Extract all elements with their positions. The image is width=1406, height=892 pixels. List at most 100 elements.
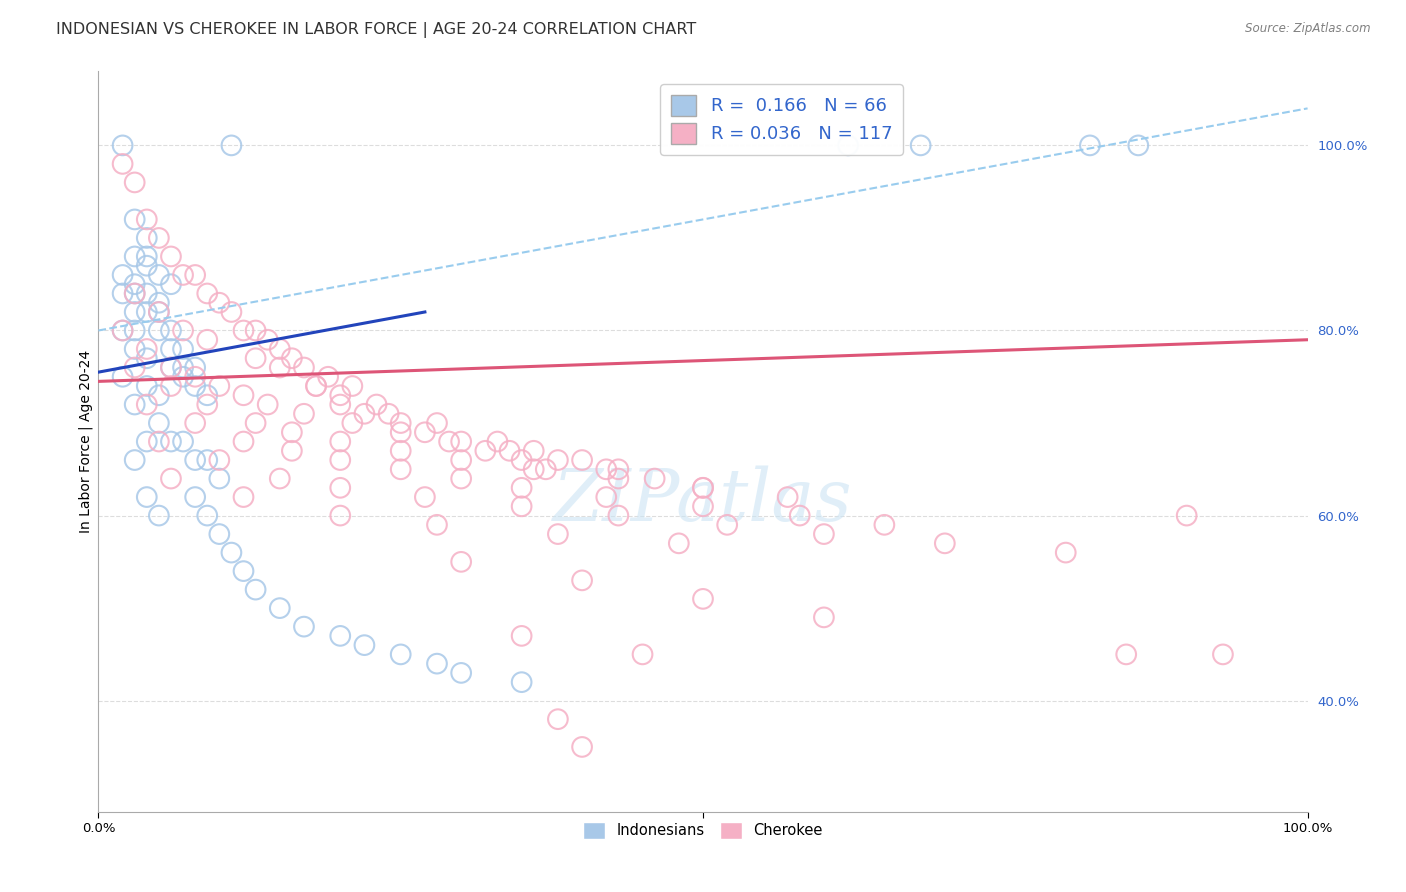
Point <box>692 500 714 514</box>
Point <box>910 138 932 153</box>
Point <box>668 536 690 550</box>
Point <box>184 490 207 504</box>
Point <box>329 398 352 412</box>
Point <box>184 360 207 375</box>
Point <box>256 398 278 412</box>
Point <box>111 369 134 384</box>
Point <box>486 434 509 449</box>
Point <box>148 305 170 319</box>
Point <box>547 712 569 726</box>
Point <box>148 388 170 402</box>
Point <box>221 138 243 153</box>
Point <box>221 305 243 319</box>
Point <box>1128 138 1150 153</box>
Point <box>124 342 146 356</box>
Point <box>329 453 352 467</box>
Point <box>124 360 146 375</box>
Point <box>124 250 146 264</box>
Point <box>232 388 254 402</box>
Point <box>135 351 157 366</box>
Point <box>644 472 666 486</box>
Text: ZIPatlas: ZIPatlas <box>553 466 853 536</box>
Point <box>426 416 449 430</box>
Point <box>208 379 231 393</box>
Point <box>256 333 278 347</box>
Point <box>111 323 134 337</box>
Point <box>184 379 207 393</box>
Point <box>547 527 569 541</box>
Point <box>208 295 231 310</box>
Point <box>232 323 254 337</box>
Point <box>195 388 218 402</box>
Point <box>135 490 157 504</box>
Point <box>195 508 218 523</box>
Point <box>377 407 399 421</box>
Point <box>172 360 194 375</box>
Point <box>269 342 291 356</box>
Point <box>135 434 157 449</box>
Point <box>245 351 267 366</box>
Point <box>172 434 194 449</box>
Point <box>124 305 146 319</box>
Point <box>245 416 267 430</box>
Point <box>148 268 170 282</box>
Point <box>607 462 630 476</box>
Point <box>934 536 956 550</box>
Point <box>595 462 617 476</box>
Point <box>607 472 630 486</box>
Point <box>221 545 243 560</box>
Point <box>111 286 134 301</box>
Legend: Indonesians, Cherokee: Indonesians, Cherokee <box>578 815 828 845</box>
Point <box>389 425 412 440</box>
Point <box>413 490 436 504</box>
Point <box>184 416 207 430</box>
Point <box>148 295 170 310</box>
Point <box>269 360 291 375</box>
Point <box>342 416 364 430</box>
Point <box>208 472 231 486</box>
Text: INDONESIAN VS CHEROKEE IN LABOR FORCE | AGE 20-24 CORRELATION CHART: INDONESIAN VS CHEROKEE IN LABOR FORCE | … <box>56 22 696 38</box>
Point <box>160 277 183 292</box>
Point <box>124 286 146 301</box>
Point <box>148 416 170 430</box>
Point <box>389 416 412 430</box>
Point <box>148 323 170 337</box>
Point <box>353 407 375 421</box>
Point <box>111 138 134 153</box>
Point <box>184 268 207 282</box>
Point <box>571 574 593 588</box>
Point <box>269 601 291 615</box>
Point <box>437 434 460 449</box>
Point <box>316 369 339 384</box>
Point <box>692 481 714 495</box>
Point <box>1078 138 1101 153</box>
Point <box>135 398 157 412</box>
Point <box>208 527 231 541</box>
Point <box>281 351 304 366</box>
Point <box>571 739 593 754</box>
Point <box>450 665 472 680</box>
Point <box>124 277 146 292</box>
Point <box>195 453 218 467</box>
Point <box>135 231 157 245</box>
Point <box>426 657 449 671</box>
Y-axis label: In Labor Force | Age 20-24: In Labor Force | Age 20-24 <box>79 350 93 533</box>
Point <box>135 286 157 301</box>
Point <box>160 472 183 486</box>
Point <box>245 582 267 597</box>
Point <box>510 453 533 467</box>
Point <box>329 508 352 523</box>
Point <box>366 398 388 412</box>
Point <box>837 138 859 153</box>
Point <box>208 453 231 467</box>
Point <box>172 342 194 356</box>
Point <box>135 259 157 273</box>
Point <box>631 648 654 662</box>
Point <box>160 434 183 449</box>
Point <box>184 369 207 384</box>
Point <box>135 342 157 356</box>
Point <box>1175 508 1198 523</box>
Point <box>124 323 146 337</box>
Point <box>413 425 436 440</box>
Point <box>124 453 146 467</box>
